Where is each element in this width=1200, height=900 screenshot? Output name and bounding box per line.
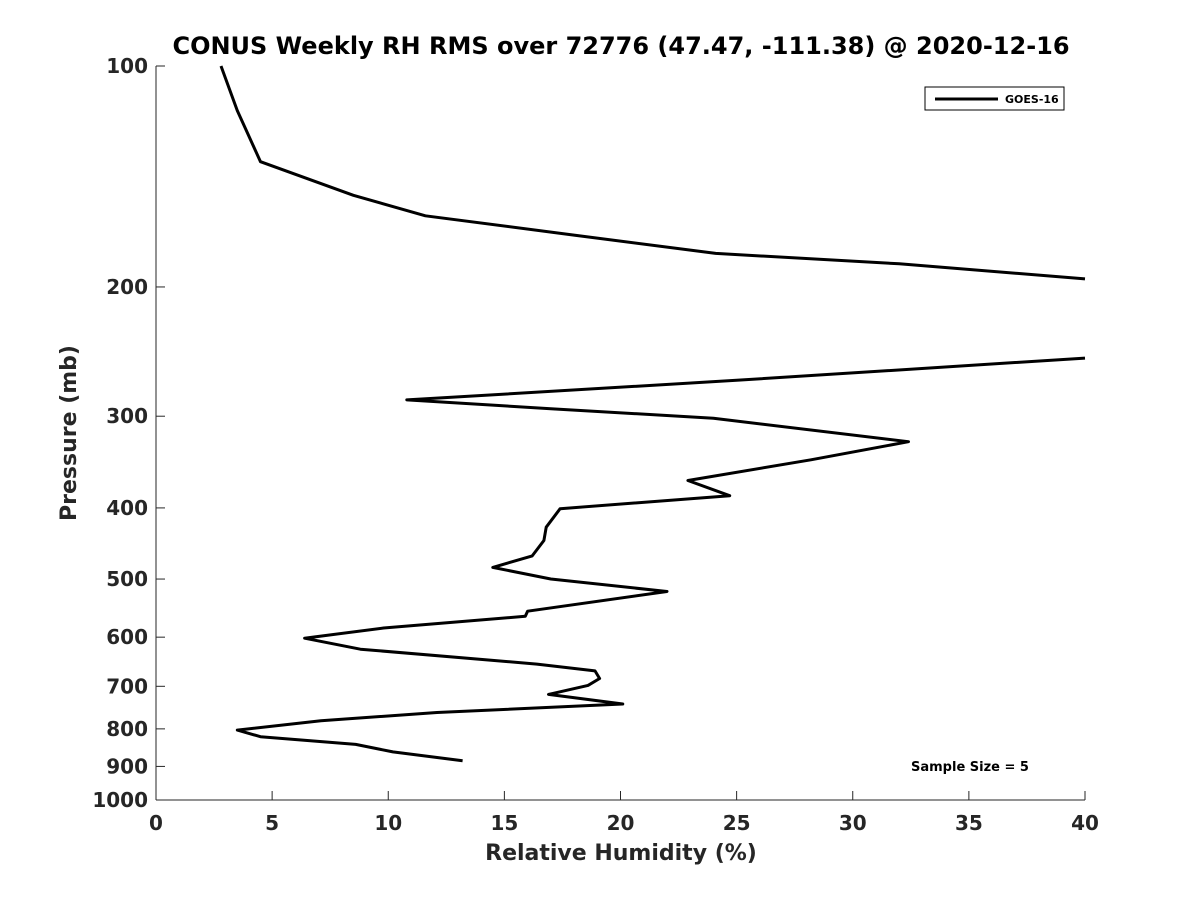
series-line-goes-16-segment-1 [219,65,1086,281]
x-tick-label: 10 [374,811,402,835]
y-tick-label: 1000 [92,788,148,812]
x-tick-label: 15 [490,811,518,835]
y-tick-label: 800 [106,717,148,741]
x-tick-label: 20 [607,811,635,835]
y-tick-label: 600 [106,625,148,649]
x-tick-label: 0 [149,811,163,835]
y-tick-label: 700 [106,674,148,698]
x-tick-label: 25 [723,811,751,835]
series-line-goes-16-segment-2 [235,356,1086,763]
y-tick-label: 300 [106,404,148,428]
x-tick-label: 40 [1071,811,1099,835]
legend-label-goes-16: GOES-16 [1005,93,1059,106]
y-tick-label: 200 [106,275,148,299]
y-tick-label: 400 [106,496,148,520]
y-tick-label: 100 [106,54,148,78]
y-axis-label: Pressure (mb) [57,345,82,521]
y-tick-label: 900 [106,754,148,778]
chart-title: CONUS Weekly RH RMS over 72776 (47.47, -… [172,32,1069,60]
x-tick-label: 30 [839,811,867,835]
legend: GOES-16 [924,86,1065,111]
sample-size-annotation: Sample Size = 5 [911,760,1029,775]
x-axis-label: Relative Humidity (%) [485,841,757,866]
plot-area: 0 5 10 15 20 25 30 35 40 100 200 300 400 500 600 700 800… [92,54,1099,835]
y-tick-label: 500 [106,567,148,591]
x-tick-label: 35 [955,811,983,835]
x-tick-label: 5 [265,811,279,835]
